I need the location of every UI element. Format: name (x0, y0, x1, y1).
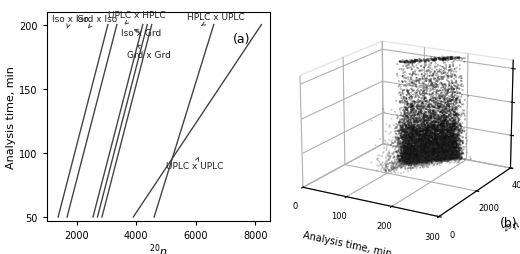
X-axis label: $^{20}n$: $^{20}n$ (149, 241, 168, 254)
Text: HPLC x UPLC: HPLC x UPLC (187, 13, 244, 26)
Text: (b): (b) (500, 216, 517, 229)
Text: Iso x Grd: Iso x Grd (121, 29, 162, 38)
Text: Grd x Iso: Grd x Iso (76, 15, 117, 29)
Text: Iso x Iso: Iso x Iso (52, 15, 89, 29)
Text: (a): (a) (232, 33, 250, 46)
Y-axis label: Analysis time, min: Analysis time, min (6, 66, 17, 168)
Text: UPLC x UPLC: UPLC x UPLC (166, 158, 224, 170)
Text: UPLC x HPLC: UPLC x HPLC (108, 11, 165, 25)
Y-axis label: $^{20}n$: $^{20}n$ (501, 216, 520, 237)
X-axis label: Analysis time, min: Analysis time, min (302, 230, 393, 254)
Text: Grd x Grd: Grd x Grd (127, 46, 171, 59)
